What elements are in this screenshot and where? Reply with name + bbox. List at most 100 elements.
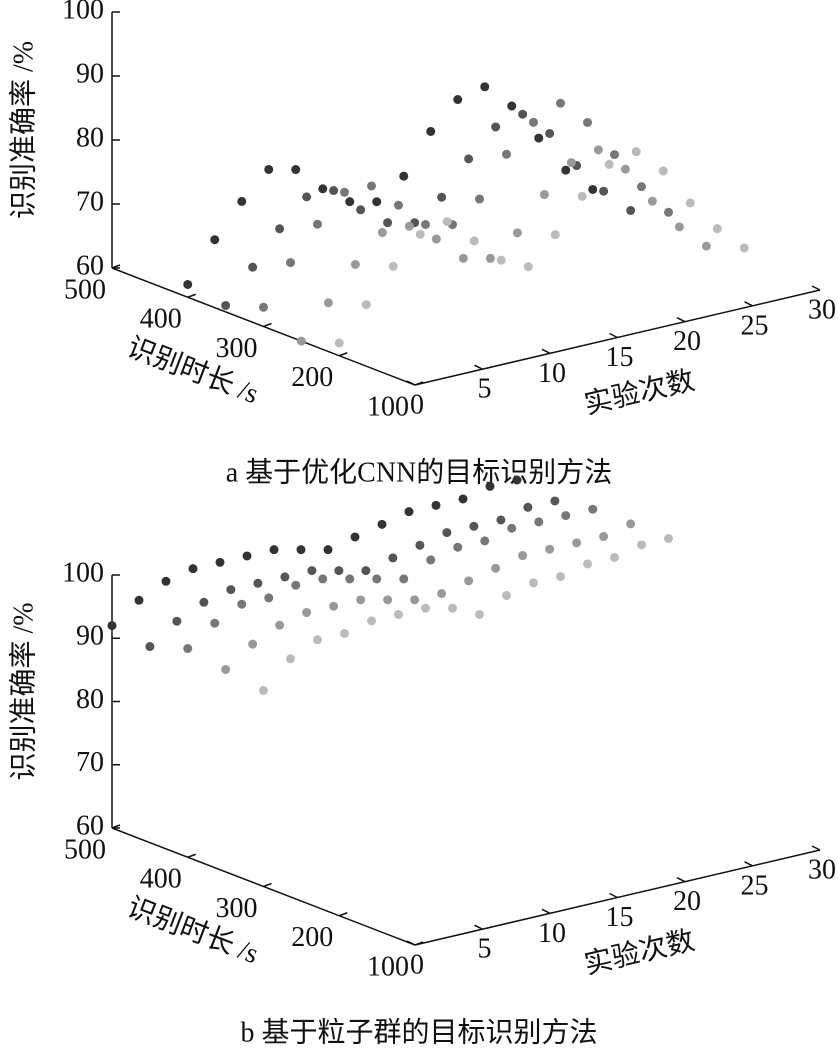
y-tick bbox=[111, 264, 121, 269]
data-point bbox=[647, 196, 657, 206]
data-point bbox=[448, 603, 457, 613]
data-point bbox=[356, 595, 366, 605]
data-point bbox=[404, 221, 414, 231]
data-point bbox=[593, 145, 603, 155]
z-tick-label: 60 bbox=[76, 810, 104, 841]
data-point bbox=[350, 259, 360, 269]
data-point bbox=[475, 194, 484, 204]
data-point bbox=[286, 258, 295, 268]
data-point bbox=[485, 253, 495, 263]
data-point bbox=[539, 190, 549, 200]
caption: a 基于优化CNN的目标识别方法 bbox=[226, 456, 613, 488]
z-tick-label: 90 bbox=[76, 621, 104, 652]
data-point bbox=[561, 165, 571, 175]
data-point bbox=[237, 599, 247, 609]
y-tick bbox=[187, 293, 197, 298]
y-tick-label: 300 bbox=[216, 333, 258, 364]
data-point bbox=[226, 585, 236, 595]
data-point bbox=[739, 243, 749, 253]
data-point bbox=[534, 517, 544, 527]
y-tick-label: 100 bbox=[367, 951, 409, 982]
data-point bbox=[286, 654, 295, 664]
data-point bbox=[664, 207, 673, 217]
x-tick bbox=[474, 924, 483, 930]
x-tick bbox=[676, 316, 686, 323]
data-point bbox=[507, 101, 517, 111]
data-point bbox=[561, 511, 571, 521]
y-tick bbox=[187, 853, 197, 858]
y-tick bbox=[338, 352, 348, 357]
data-point bbox=[313, 635, 322, 645]
x-tick-label: 30 bbox=[808, 294, 836, 325]
data-point bbox=[313, 219, 322, 229]
data-point bbox=[183, 644, 193, 654]
data-point bbox=[340, 628, 349, 638]
x-tick-label: 5 bbox=[478, 374, 492, 405]
data-point bbox=[426, 126, 436, 136]
data-point bbox=[637, 540, 646, 550]
data-point bbox=[404, 507, 414, 517]
data-point bbox=[329, 186, 339, 196]
y-tick-label: 500 bbox=[64, 834, 106, 865]
data-point bbox=[426, 555, 436, 565]
data-point bbox=[388, 261, 398, 271]
data-point bbox=[523, 262, 533, 272]
x-tick bbox=[811, 845, 821, 851]
x-tick-label: 5 bbox=[478, 934, 492, 965]
data-point bbox=[453, 542, 463, 552]
z-tick-label: 70 bbox=[76, 747, 104, 778]
data-point bbox=[529, 117, 538, 127]
z-tick-label: 80 bbox=[76, 122, 104, 153]
y-tick-label: 300 bbox=[216, 893, 258, 924]
data-point bbox=[410, 595, 420, 605]
data-point bbox=[599, 532, 609, 542]
data-point bbox=[107, 621, 117, 631]
x-tick-label: 25 bbox=[741, 310, 769, 341]
data-point bbox=[626, 205, 636, 215]
data-point bbox=[323, 545, 333, 555]
data-point bbox=[610, 150, 619, 160]
data-point bbox=[496, 515, 506, 525]
y-tick-label: 200 bbox=[291, 922, 333, 953]
data-point bbox=[264, 593, 274, 603]
data-point bbox=[318, 184, 328, 194]
y-tick-label: 500 bbox=[64, 274, 106, 305]
x-tick bbox=[474, 364, 483, 370]
data-point bbox=[502, 590, 511, 600]
data-point bbox=[302, 608, 312, 618]
data-point bbox=[388, 553, 398, 563]
data-point bbox=[394, 200, 403, 210]
data-point bbox=[210, 618, 220, 628]
data-point bbox=[664, 534, 673, 543]
data-point bbox=[367, 181, 376, 191]
z-tick-label: 100 bbox=[62, 557, 104, 588]
data-point bbox=[264, 164, 274, 174]
z-tick-label: 90 bbox=[76, 58, 104, 89]
data-point bbox=[545, 128, 555, 138]
data-point bbox=[469, 236, 479, 246]
x-tick-label: 10 bbox=[538, 918, 566, 949]
data-point bbox=[610, 552, 619, 562]
data-point bbox=[361, 300, 371, 310]
x-tick bbox=[541, 348, 551, 355]
data-point bbox=[248, 262, 258, 272]
data-point bbox=[259, 685, 268, 695]
data-point bbox=[415, 540, 425, 550]
x-tick bbox=[541, 908, 551, 915]
x-tick-label: 15 bbox=[606, 342, 634, 373]
x-tick bbox=[609, 332, 618, 339]
data-point bbox=[199, 597, 209, 607]
data-point bbox=[545, 544, 555, 554]
x-tick-label: 20 bbox=[673, 326, 701, 357]
data-point bbox=[361, 566, 371, 576]
data-point bbox=[334, 338, 344, 348]
data-point bbox=[529, 578, 538, 588]
x-tick-label: 10 bbox=[538, 358, 566, 389]
data-point bbox=[442, 528, 452, 538]
x-tick bbox=[811, 285, 821, 291]
x-tick bbox=[744, 861, 753, 867]
data-point bbox=[275, 224, 285, 234]
y-tick-label: 400 bbox=[140, 864, 182, 895]
y-tick bbox=[338, 912, 348, 917]
